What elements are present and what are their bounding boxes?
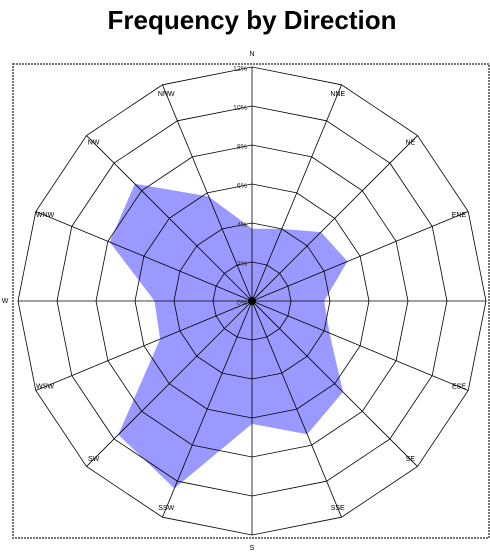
r-tick-label: 0% — [237, 300, 247, 307]
direction-label: SSW — [158, 505, 174, 512]
spoke — [35, 211, 253, 302]
radar-area — [109, 183, 348, 489]
r-tick-label: 10% — [233, 105, 247, 112]
r-tick-label: 2% — [237, 261, 247, 268]
direction-label: W — [2, 298, 9, 305]
r-tick-label: 12% — [233, 66, 247, 73]
spoke — [251, 300, 342, 518]
spoke — [251, 135, 418, 302]
center-dot — [248, 297, 256, 305]
direction-label: S — [250, 545, 255, 552]
spoke — [251, 300, 418, 467]
spoke — [251, 84, 342, 302]
direction-label: NW — [88, 139, 100, 146]
direction-label: ESE — [452, 384, 466, 391]
spoke — [35, 300, 253, 391]
direction-label: WNW — [36, 212, 55, 219]
direction-label: SW — [88, 456, 100, 463]
direction-label: NE — [406, 139, 416, 146]
spoke — [162, 300, 253, 518]
direction-label: SSE — [331, 505, 345, 512]
r-tick-label: 6% — [237, 183, 247, 190]
spoke — [251, 211, 469, 302]
direction-label: SE — [406, 456, 416, 463]
direction-label: NNW — [158, 91, 175, 98]
spoke — [162, 84, 253, 302]
direction-label: NNE — [330, 91, 345, 98]
chart-title: Frequency by Direction — [108, 5, 397, 35]
direction-label: ENE — [452, 212, 467, 219]
spoke — [86, 135, 253, 302]
spoke — [86, 300, 253, 467]
r-tick-label: 4% — [237, 222, 247, 229]
direction-label: WSW — [36, 384, 54, 391]
spoke — [251, 300, 469, 391]
r-tick-label: 8% — [237, 144, 247, 151]
direction-label: N — [249, 51, 254, 58]
plot-border — [12, 63, 490, 539]
